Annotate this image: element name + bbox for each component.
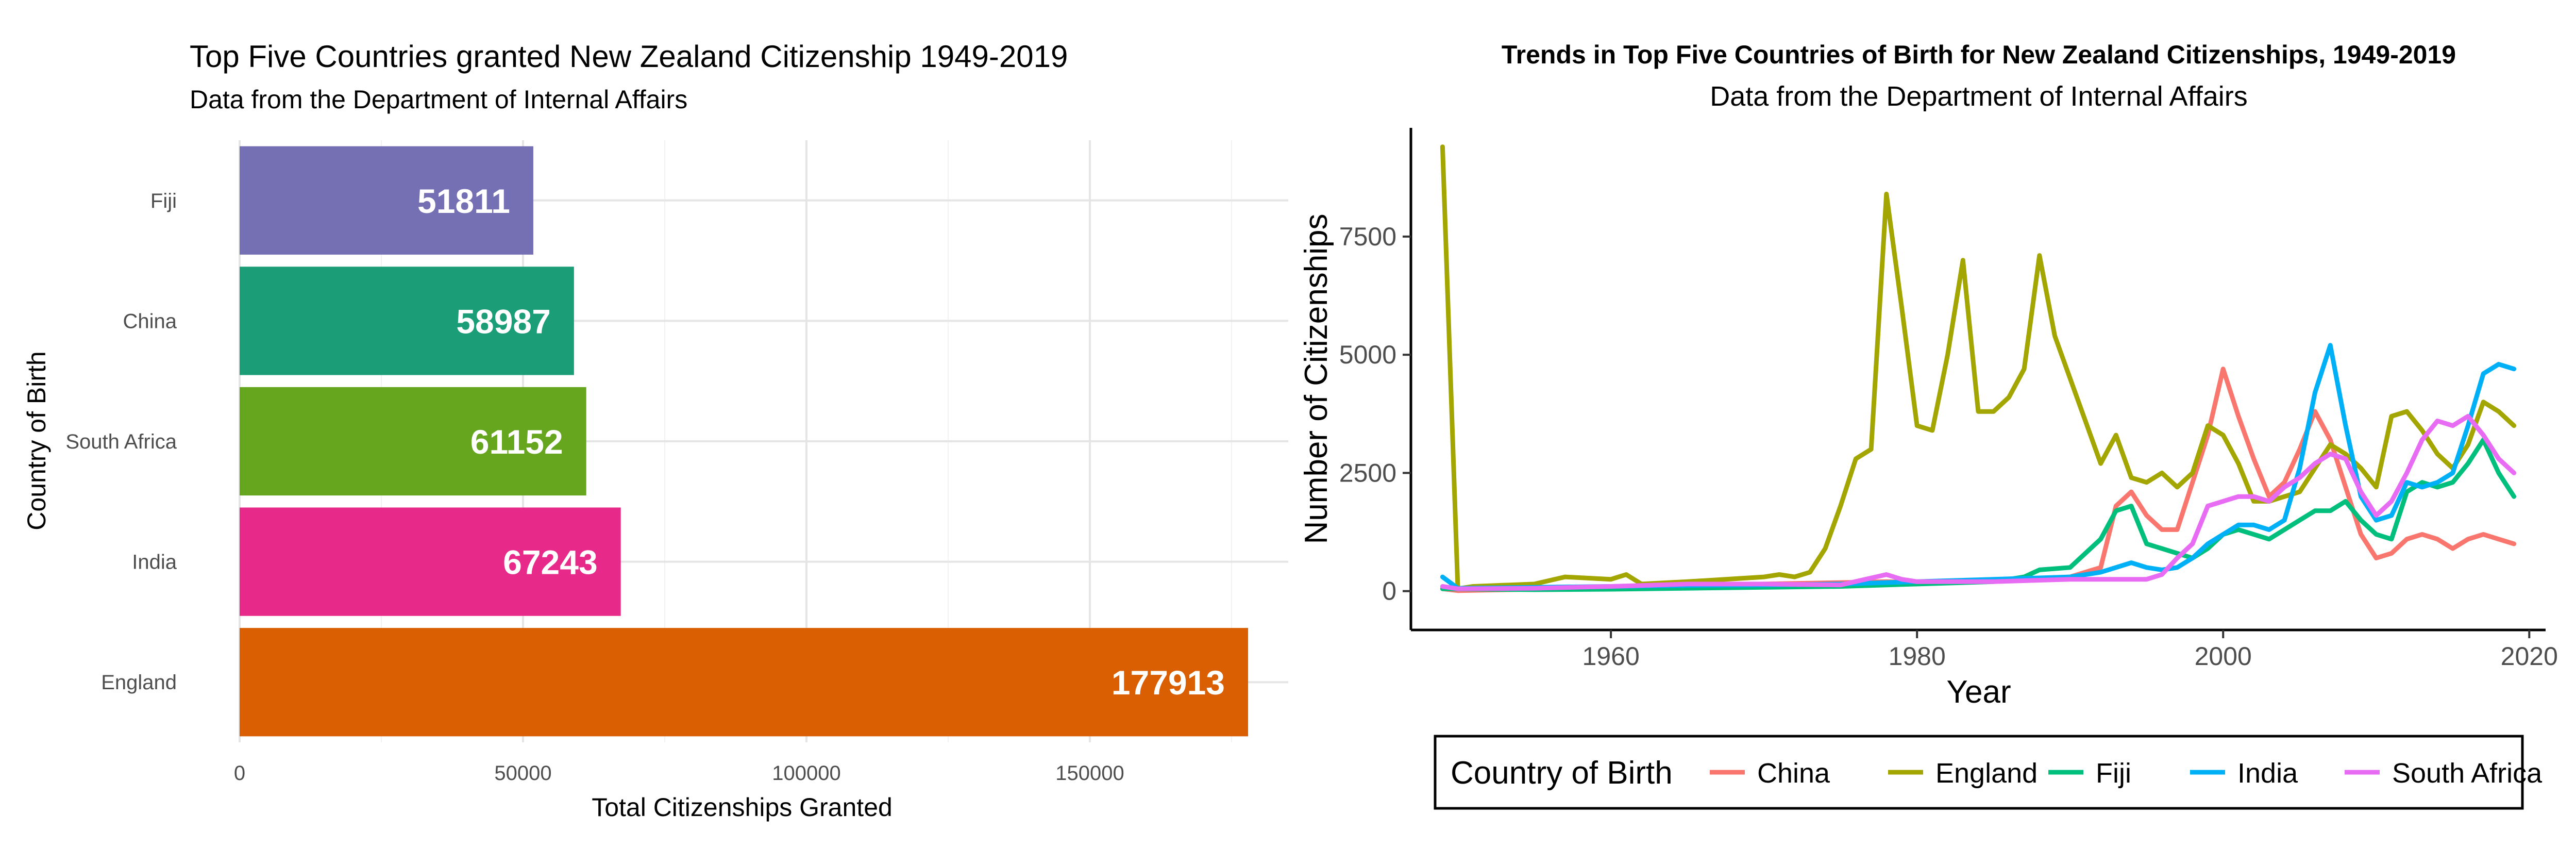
bar-chart-x-axis-label: Total Citizenships Granted <box>592 793 893 822</box>
line-chart-subtitle: Data from the Department of Internal Aff… <box>1710 81 2248 112</box>
legend-label: China <box>1757 758 1830 789</box>
legend-label: India <box>2237 758 2298 789</box>
line-chart-title: Trends in Top Five Countries of Birth fo… <box>1502 40 2456 69</box>
legend-label: Fiji <box>2096 758 2131 789</box>
bar-chart-y-tick-labels: Fiji China South Africa India England <box>65 190 177 694</box>
bar-value-label: 67243 <box>503 543 598 582</box>
line-chart-x-axis-label: Year <box>1946 674 2011 710</box>
line-x-tick-label: 2000 <box>2195 642 2252 671</box>
line-x-tick-label: 2020 <box>2501 642 2558 671</box>
line-y-tick-label: 0 <box>1382 577 1396 606</box>
bar-india <box>240 507 621 616</box>
legend-label: England <box>1935 758 2038 789</box>
line-y-tick-label: 2500 <box>1339 458 1396 487</box>
bar-value-label: 51811 <box>417 182 510 220</box>
line-y-tick-label: 7500 <box>1339 222 1396 251</box>
bar-chart-x-tick-labels: 0 50000 100000 150000 <box>234 762 1124 785</box>
bar-south-africa <box>240 387 586 496</box>
bar-value-label: 61152 <box>470 423 563 461</box>
bar-category-label: England <box>101 671 177 694</box>
line-chart-ticks: 0 2500 5000 7500 1960 1980 2000 2020 <box>1339 222 2558 671</box>
bar-fiji <box>240 146 533 255</box>
bar-category-label: Fiji <box>150 190 177 212</box>
legend-title: Country of Birth <box>1451 755 1673 791</box>
bar-china <box>240 267 574 375</box>
bar-chart-y-axis-label: Country of Birth <box>22 351 51 530</box>
line-x-tick-label: 1960 <box>1582 642 1640 671</box>
bar-value-label: 58987 <box>456 302 551 340</box>
bar-x-tick-label: 0 <box>234 762 245 785</box>
legend-box <box>1434 735 2524 810</box>
bar-chart-bars <box>240 146 1249 737</box>
bar-category-label: South Africa <box>65 430 177 453</box>
line-chart-legend: Country of Birth China England Fiji India So… <box>1434 735 2543 810</box>
bar-chart-subtitle: Data from the Department of Internal Aff… <box>190 85 687 114</box>
series-line-india <box>1440 343 2517 591</box>
series-line-south-africa <box>1440 413 2517 591</box>
line-y-tick-label: 5000 <box>1339 340 1396 369</box>
bar-x-tick-label: 100000 <box>772 762 840 785</box>
bar-category-label: China <box>123 310 177 333</box>
bar-x-tick-label: 50000 <box>494 762 551 785</box>
line-chart-y-axis-label: Number of Citizenships <box>1299 214 1334 544</box>
bar-chart: Top Five Countries granted New Zealand C… <box>22 39 1288 822</box>
bar-category-label: India <box>132 551 177 574</box>
line-x-tick-label: 1980 <box>1889 642 1946 671</box>
legend-items: China England Fiji India South Africa <box>1710 758 2543 789</box>
bar-x-tick-label: 150000 <box>1055 762 1124 785</box>
series-line-england <box>1440 144 2517 591</box>
bar-value-label: 177913 <box>1112 663 1225 702</box>
bar-chart-value-labels: 51811 58987 61152 67243 177913 <box>417 182 1225 702</box>
bar-chart-title: Top Five Countries granted New Zealand C… <box>190 39 1068 74</box>
legend-label: South Africa <box>2392 758 2543 789</box>
line-chart: Trends in Top Five Countries of Birth fo… <box>1299 40 2558 810</box>
bar-england <box>240 628 1249 737</box>
line-chart-series <box>1440 144 2517 593</box>
